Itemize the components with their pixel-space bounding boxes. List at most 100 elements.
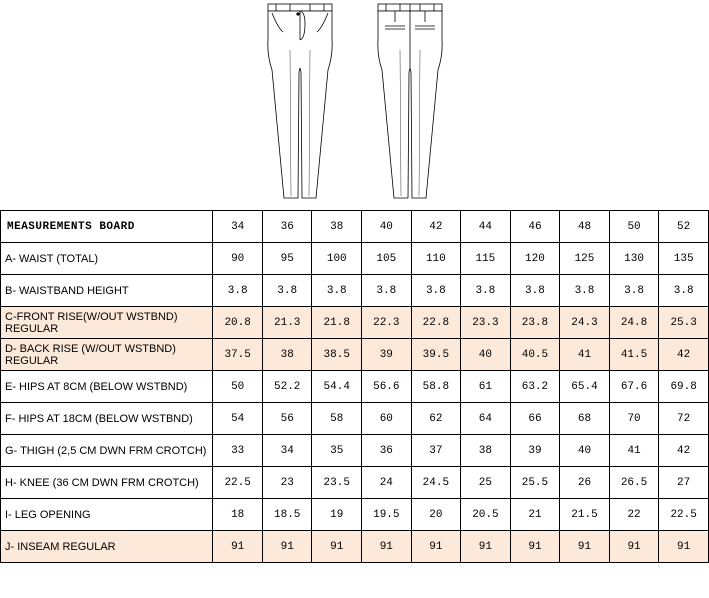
value-cell: 38.5	[312, 339, 362, 371]
table-row: E- HIPS AT 8CM (BELOW WSTBND)5052.254.45…	[1, 371, 709, 403]
row-label: C-FRONT RISE(W/OUT WSTBND) REGULAR	[1, 307, 213, 339]
value-cell: 40.5	[510, 339, 560, 371]
value-cell: 22.5	[213, 467, 263, 499]
value-cell: 21.5	[560, 499, 610, 531]
table-row: D- BACK RISE (W/OUT WSTBND) REGULAR37.53…	[1, 339, 709, 371]
value-cell: 35	[312, 435, 362, 467]
pants-illustration	[0, 0, 709, 210]
value-cell: 91	[560, 531, 610, 563]
measurements-board: MEASUREMENTS BOARD 34363840424446485052 …	[0, 0, 709, 563]
value-cell: 91	[609, 531, 659, 563]
header-row: MEASUREMENTS BOARD 34363840424446485052	[1, 211, 709, 243]
value-cell: 60	[362, 403, 412, 435]
value-cell: 39.5	[411, 339, 461, 371]
value-cell: 3.8	[362, 275, 412, 307]
value-cell: 23.8	[510, 307, 560, 339]
value-cell: 115	[461, 243, 511, 275]
value-cell: 39	[362, 339, 412, 371]
size-header: 40	[362, 211, 412, 243]
value-cell: 41.5	[609, 339, 659, 371]
row-label: H- KNEE (36 CM DWN FRM CROTCH)	[1, 467, 213, 499]
value-cell: 36	[362, 435, 412, 467]
value-cell: 58.8	[411, 371, 461, 403]
value-cell: 91	[362, 531, 412, 563]
value-cell: 90	[213, 243, 263, 275]
size-header: 44	[461, 211, 511, 243]
value-cell: 38	[262, 339, 312, 371]
value-cell: 3.8	[411, 275, 461, 307]
value-cell: 20.8	[213, 307, 263, 339]
value-cell: 3.8	[560, 275, 610, 307]
value-cell: 100	[312, 243, 362, 275]
row-label: J- INSEAM REGULAR	[1, 531, 213, 563]
value-cell: 24.3	[560, 307, 610, 339]
pants-front-icon	[250, 0, 350, 205]
value-cell: 110	[411, 243, 461, 275]
value-cell: 91	[213, 531, 263, 563]
row-label: A- WAIST (TOTAL)	[1, 243, 213, 275]
value-cell: 22.5	[659, 499, 709, 531]
row-label: D- BACK RISE (W/OUT WSTBND) REGULAR	[1, 339, 213, 371]
value-cell: 69.8	[659, 371, 709, 403]
value-cell: 41	[560, 339, 610, 371]
value-cell: 58	[312, 403, 362, 435]
value-cell: 34	[262, 435, 312, 467]
value-cell: 18.5	[262, 499, 312, 531]
size-header: 36	[262, 211, 312, 243]
table-row: B- WAISTBAND HEIGHT3.83.83.83.83.83.83.8…	[1, 275, 709, 307]
table-body: A- WAIST (TOTAL)909510010511011512012513…	[1, 243, 709, 563]
value-cell: 61	[461, 371, 511, 403]
value-cell: 23.5	[312, 467, 362, 499]
value-cell: 130	[609, 243, 659, 275]
value-cell: 68	[560, 403, 610, 435]
pants-back-icon	[360, 0, 460, 205]
value-cell: 63.2	[510, 371, 560, 403]
table-row: I- LEG OPENING1818.51919.52020.52121.522…	[1, 499, 709, 531]
value-cell: 3.8	[213, 275, 263, 307]
value-cell: 3.8	[461, 275, 511, 307]
value-cell: 22.3	[362, 307, 412, 339]
value-cell: 24	[362, 467, 412, 499]
value-cell: 67.6	[609, 371, 659, 403]
value-cell: 25.3	[659, 307, 709, 339]
value-cell: 23.3	[461, 307, 511, 339]
value-cell: 91	[659, 531, 709, 563]
value-cell: 91	[312, 531, 362, 563]
table-title: MEASUREMENTS BOARD	[1, 211, 213, 243]
value-cell: 22.8	[411, 307, 461, 339]
value-cell: 66	[510, 403, 560, 435]
table-row: F- HIPS AT 18CM (BELOW WSTBND)5456586062…	[1, 403, 709, 435]
value-cell: 52.2	[262, 371, 312, 403]
value-cell: 27	[659, 467, 709, 499]
value-cell: 25	[461, 467, 511, 499]
value-cell: 91	[461, 531, 511, 563]
row-label: E- HIPS AT 8CM (BELOW WSTBND)	[1, 371, 213, 403]
size-header: 46	[510, 211, 560, 243]
value-cell: 56.6	[362, 371, 412, 403]
value-cell: 3.8	[510, 275, 560, 307]
size-header: 48	[560, 211, 610, 243]
value-cell: 26	[560, 467, 610, 499]
value-cell: 24.8	[609, 307, 659, 339]
value-cell: 21	[510, 499, 560, 531]
value-cell: 3.8	[312, 275, 362, 307]
value-cell: 62	[411, 403, 461, 435]
value-cell: 40	[560, 435, 610, 467]
value-cell: 19	[312, 499, 362, 531]
value-cell: 125	[560, 243, 610, 275]
value-cell: 23	[262, 467, 312, 499]
value-cell: 65.4	[560, 371, 610, 403]
table-row: H- KNEE (36 CM DWN FRM CROTCH)22.52323.5…	[1, 467, 709, 499]
value-cell: 33	[213, 435, 263, 467]
row-label: I- LEG OPENING	[1, 499, 213, 531]
size-header: 42	[411, 211, 461, 243]
value-cell: 39	[510, 435, 560, 467]
value-cell: 21.3	[262, 307, 312, 339]
row-label: F- HIPS AT 18CM (BELOW WSTBND)	[1, 403, 213, 435]
value-cell: 42	[659, 339, 709, 371]
value-cell: 70	[609, 403, 659, 435]
value-cell: 22	[609, 499, 659, 531]
value-cell: 37.5	[213, 339, 263, 371]
row-label: B- WAISTBAND HEIGHT	[1, 275, 213, 307]
value-cell: 3.8	[262, 275, 312, 307]
